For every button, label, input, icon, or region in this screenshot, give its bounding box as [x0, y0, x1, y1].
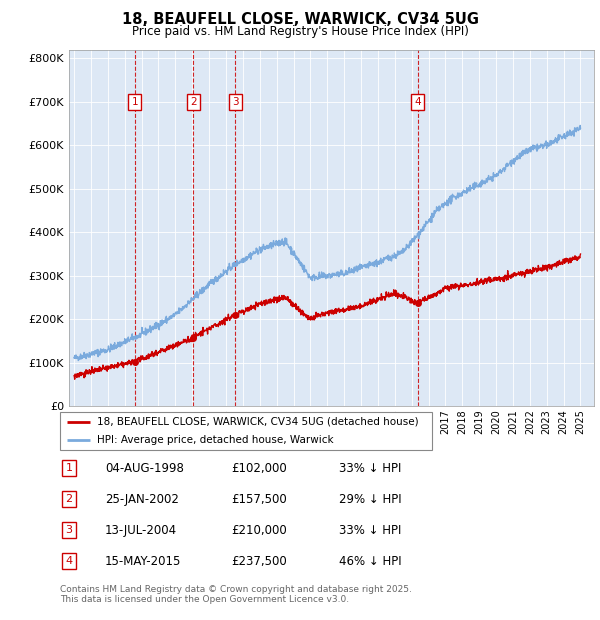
Text: 3: 3	[232, 97, 238, 107]
Text: 25-JAN-2002: 25-JAN-2002	[105, 493, 179, 505]
Text: £237,500: £237,500	[231, 555, 287, 567]
Text: Contains HM Land Registry data © Crown copyright and database right 2025.
This d: Contains HM Land Registry data © Crown c…	[60, 585, 412, 604]
Text: £210,000: £210,000	[231, 524, 287, 536]
Text: 18, BEAUFELL CLOSE, WARWICK, CV34 5UG: 18, BEAUFELL CLOSE, WARWICK, CV34 5UG	[121, 12, 479, 27]
Text: 1: 1	[65, 463, 73, 473]
Text: 4: 4	[415, 97, 421, 107]
Text: 33% ↓ HPI: 33% ↓ HPI	[339, 462, 401, 474]
Text: Price paid vs. HM Land Registry's House Price Index (HPI): Price paid vs. HM Land Registry's House …	[131, 25, 469, 38]
Text: 33% ↓ HPI: 33% ↓ HPI	[339, 524, 401, 536]
Text: 2: 2	[190, 97, 197, 107]
Text: 29% ↓ HPI: 29% ↓ HPI	[339, 493, 401, 505]
Text: 18, BEAUFELL CLOSE, WARWICK, CV34 5UG (detached house): 18, BEAUFELL CLOSE, WARWICK, CV34 5UG (d…	[97, 417, 419, 427]
Text: 13-JUL-2004: 13-JUL-2004	[105, 524, 177, 536]
Text: HPI: Average price, detached house, Warwick: HPI: Average price, detached house, Warw…	[97, 435, 334, 445]
FancyBboxPatch shape	[60, 412, 432, 450]
Text: 46% ↓ HPI: 46% ↓ HPI	[339, 555, 401, 567]
Text: 15-MAY-2015: 15-MAY-2015	[105, 555, 181, 567]
Text: £157,500: £157,500	[231, 493, 287, 505]
Text: 3: 3	[65, 525, 73, 535]
Text: 2: 2	[65, 494, 73, 504]
Text: 04-AUG-1998: 04-AUG-1998	[105, 462, 184, 474]
Text: £102,000: £102,000	[231, 462, 287, 474]
Text: 1: 1	[131, 97, 138, 107]
Text: 4: 4	[65, 556, 73, 566]
